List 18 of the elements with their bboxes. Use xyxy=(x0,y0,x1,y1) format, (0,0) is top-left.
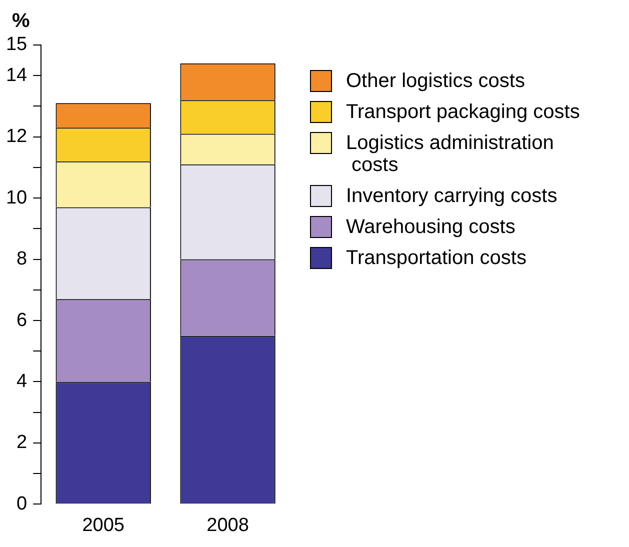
y-axis-title: % xyxy=(12,10,30,33)
y-tick-label: 10 xyxy=(6,187,28,208)
legend-label: Transportation costs xyxy=(346,247,526,269)
y-tick-label: 0 xyxy=(16,493,28,514)
y-tick-label: 2 xyxy=(16,432,28,454)
y-tick-label: 4 xyxy=(16,370,28,392)
x-tick-label: 2008 xyxy=(206,514,249,536)
legend-label: Other logistics costs xyxy=(346,70,525,92)
x-tick-label: 2005 xyxy=(82,514,124,536)
y-tick-label: 12 xyxy=(6,126,28,148)
y-tick-label: 6 xyxy=(16,310,28,331)
legend-label: Inventory carrying costs xyxy=(346,185,558,207)
y-tick-label: 14 xyxy=(6,64,28,86)
legend-label: Logistics administration costs xyxy=(346,132,554,176)
legend-label: Transport packaging costs xyxy=(346,101,580,123)
y-tick-label: 15 xyxy=(6,34,28,56)
legend-label: Warehousing costs xyxy=(346,216,516,238)
y-tick-label: 8 xyxy=(16,248,28,270)
